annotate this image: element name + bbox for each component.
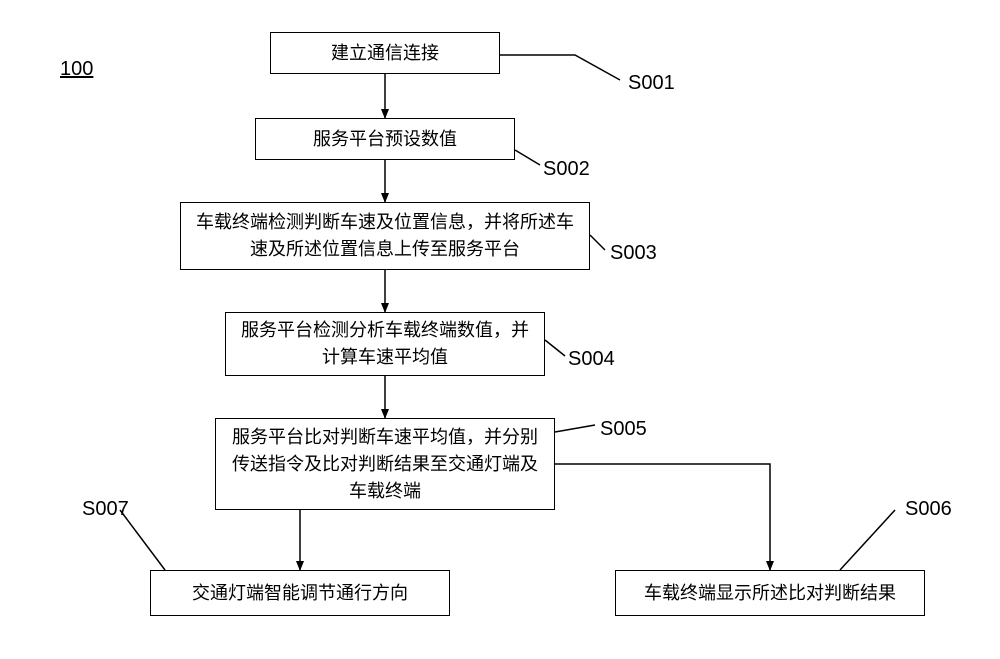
node-s006: 车载终端显示所述比对判断结果 (615, 570, 925, 616)
node-s005: 服务平台比对判断车速平均值，并分别传送指令及比对判断结果至交通灯端及车载终端 (215, 418, 555, 510)
node-s007: 交通灯端智能调节通行方向 (150, 570, 450, 616)
node-text: 交通灯端智能调节通行方向 (192, 580, 408, 607)
node-text: 服务平台预设数值 (313, 126, 457, 153)
diagram-id: 100 (60, 58, 93, 81)
label-s005: S005 (600, 418, 647, 441)
label-s002: S002 (543, 158, 590, 181)
node-text: 服务平台检测分析车载终端数值，并计算车速平均值 (240, 317, 530, 371)
node-text: 车载终端显示所述比对判断结果 (644, 580, 896, 607)
label-s006: S006 (905, 498, 952, 521)
node-text: 车载终端检测判断车速及位置信息，并将所述车速及所述位置信息上传至服务平台 (195, 209, 575, 263)
node-text: 服务平台比对判断车速平均值，并分别传送指令及比对判断结果至交通灯端及车载终端 (230, 424, 540, 505)
node-s003: 车载终端检测判断车速及位置信息，并将所述车速及所述位置信息上传至服务平台 (180, 202, 590, 270)
label-s004: S004 (568, 348, 615, 371)
node-s004: 服务平台检测分析车载终端数值，并计算车速平均值 (225, 312, 545, 376)
label-s001: S001 (628, 72, 675, 95)
node-s001: 建立通信连接 (270, 32, 500, 74)
label-s003: S003 (610, 242, 657, 265)
label-s007: S007 (82, 498, 129, 521)
node-text: 建立通信连接 (331, 40, 439, 67)
node-s002: 服务平台预设数值 (255, 118, 515, 160)
